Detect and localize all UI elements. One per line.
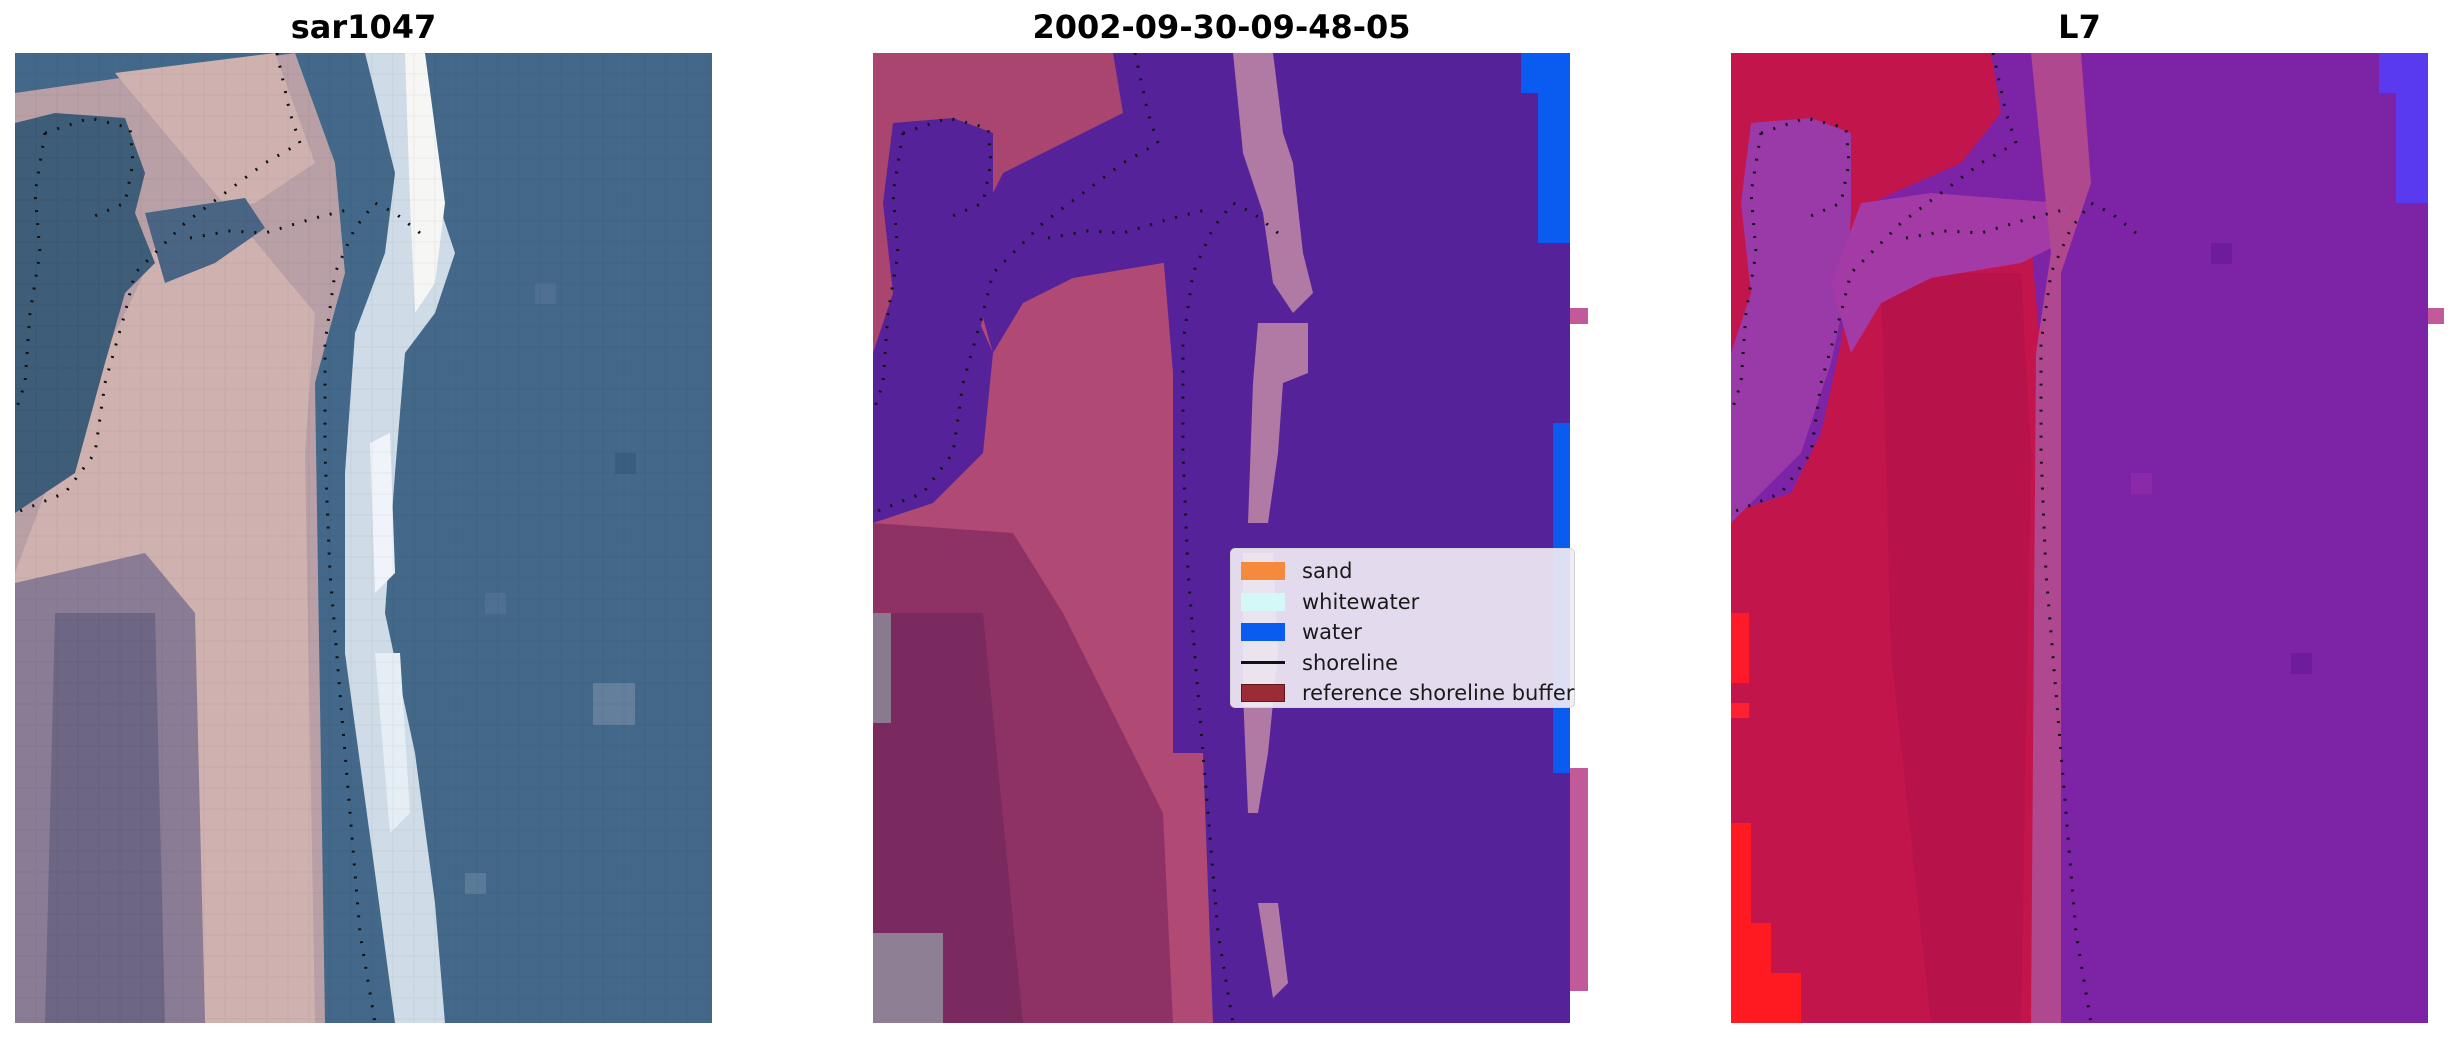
classification-image <box>873 53 1570 1023</box>
legend-label: sand <box>1302 559 1353 584</box>
legend-label: water <box>1302 620 1362 645</box>
panel-title-rgb: sar1047 <box>290 8 437 46</box>
legend-swatch-whitewater <box>1241 592 1285 611</box>
panel-title-classification: 2002-09-30-09-48-05 <box>1032 8 1411 46</box>
legend-item-shoreline: shoreline <box>1241 648 1564 679</box>
legend-swatch-sand <box>1241 562 1285 581</box>
legend-label: whitewater <box>1302 589 1420 614</box>
legend-label: shoreline <box>1302 650 1399 675</box>
rgb-image <box>15 53 712 1023</box>
legend-item-reference-buffer: reference shoreline buffer <box>1241 678 1574 709</box>
legend-item-whitewater: whitewater <box>1241 587 1564 618</box>
index-image <box>1731 53 2428 1023</box>
classification-panel <box>873 53 1570 1023</box>
edge-marker <box>1570 768 1588 991</box>
edge-marker <box>1570 308 1588 324</box>
edge-marker <box>2428 308 2444 324</box>
legend: sand whitewater water shoreline referenc… <box>1230 548 1575 708</box>
legend-swatch-reference-buffer <box>1241 684 1285 703</box>
rgb-image-panel <box>15 53 712 1023</box>
legend-item-sand: sand <box>1241 556 1564 587</box>
legend-label: reference shoreline buffer <box>1302 681 1575 706</box>
index-image-panel <box>1731 53 2428 1023</box>
legend-line-shoreline <box>1241 661 1285 665</box>
legend-swatch-water <box>1241 623 1285 642</box>
panel-title-index: L7 <box>2058 8 2101 46</box>
legend-item-water: water <box>1241 617 1564 648</box>
